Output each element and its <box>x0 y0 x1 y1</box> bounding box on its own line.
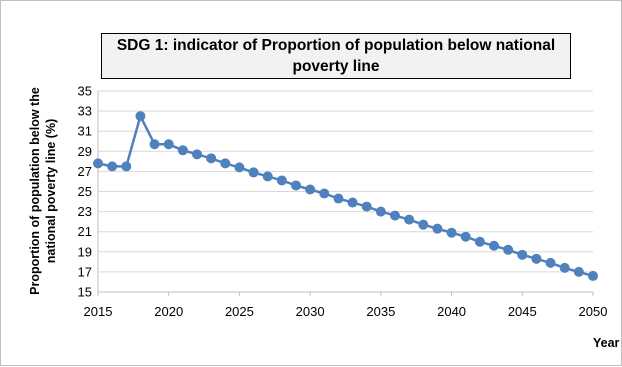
y-tick-label: 27 <box>78 164 92 179</box>
data-point-2049 <box>573 266 584 277</box>
x-tick-label: 2040 <box>437 304 466 319</box>
series-points <box>93 111 598 281</box>
data-point-2044 <box>503 244 514 255</box>
y-axis-label-line1: Proportion of population below the <box>28 87 42 295</box>
data-point-2028 <box>276 175 287 186</box>
data-point-2047 <box>545 257 556 268</box>
x-tick-labels: 2015 2020 2025 2030 2035 2040 2045 2050 <box>84 304 608 319</box>
data-point-2043 <box>489 240 499 251</box>
x-tick-label: 2045 <box>508 304 537 319</box>
data-point-2042 <box>474 236 485 247</box>
data-point-2019 <box>149 139 160 150</box>
data-point-2039 <box>432 223 443 234</box>
data-point-2041 <box>460 231 471 242</box>
data-point-2023 <box>206 153 217 164</box>
y-tick-label: 21 <box>78 224 92 239</box>
data-point-2025 <box>234 162 245 173</box>
data-point-2029 <box>291 180 301 191</box>
data-point-2030 <box>305 184 316 195</box>
x-tick-label: 2025 <box>225 304 254 319</box>
data-point-2016 <box>107 161 118 172</box>
data-point-2018 <box>135 111 146 122</box>
data-point-2034 <box>361 201 372 212</box>
data-point-2015 <box>93 158 103 169</box>
data-point-2046 <box>531 253 542 264</box>
x-tick-label: 2035 <box>366 304 395 319</box>
x-axis-label: Year <box>593 336 620 350</box>
data-point-2017 <box>121 161 132 172</box>
x-tick-label: 2020 <box>154 304 183 319</box>
data-point-2032 <box>333 193 344 204</box>
y-tick-labels: 15 17 19 21 23 25 27 29 31 33 35 <box>78 84 92 300</box>
y-tick-label: 25 <box>78 184 92 199</box>
y-tick-label: 31 <box>78 124 92 139</box>
data-point-2020 <box>163 139 174 150</box>
x-tick-label: 2015 <box>84 304 113 319</box>
y-axis-label-line2: national poverty line (%) <box>44 119 58 263</box>
axes <box>97 91 594 296</box>
y-tick-label: 35 <box>78 84 92 99</box>
data-point-2027 <box>262 171 273 182</box>
chart-title: SDG 1: indicator of Proportion of popula… <box>101 33 571 79</box>
data-point-2021 <box>177 145 188 156</box>
data-point-2050 <box>588 270 598 281</box>
data-point-2036 <box>390 210 400 221</box>
data-point-2031 <box>319 188 330 199</box>
data-point-2024 <box>220 158 231 169</box>
data-point-2040 <box>446 227 457 238</box>
data-point-2035 <box>375 206 386 217</box>
x-tick-label: 2030 <box>296 304 325 319</box>
data-point-2045 <box>517 249 528 260</box>
x-tick-label: 2050 <box>579 304 608 319</box>
gridlines <box>98 90 593 293</box>
y-tick-label: 15 <box>78 285 92 300</box>
y-tick-label: 23 <box>78 204 92 219</box>
y-tick-label: 33 <box>78 104 92 119</box>
y-tick-label: 19 <box>78 244 92 259</box>
data-point-2038 <box>418 219 429 230</box>
y-tick-label: 17 <box>78 264 92 279</box>
data-point-2033 <box>347 197 358 208</box>
data-point-2026 <box>248 167 259 178</box>
data-point-2037 <box>404 214 415 225</box>
data-point-2022 <box>192 149 202 160</box>
y-tick-label: 29 <box>78 144 92 159</box>
data-point-2048 <box>559 262 570 273</box>
